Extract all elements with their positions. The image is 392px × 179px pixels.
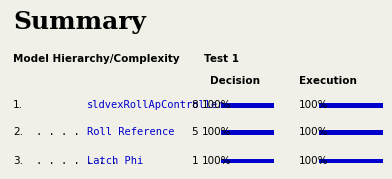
Text: 1: 1 [191,156,198,166]
Text: Model Hierarchy/Complexity: Model Hierarchy/Complexity [13,54,180,64]
Text: 100%: 100% [202,127,231,137]
Text: 8: 8 [191,100,198,110]
Text: Test 1: Test 1 [204,54,239,64]
Text: 100%: 100% [299,127,328,137]
Text: 100%: 100% [299,156,328,166]
Text: Roll Reference: Roll Reference [87,127,174,137]
Text: . . . . . . .: . . . . . . . [36,156,118,166]
Text: 100%: 100% [202,156,231,166]
Bar [319,103,383,108]
Bar [221,159,274,163]
Text: 2.: 2. [13,127,23,137]
Text: . . . .: . . . . [36,127,80,137]
Text: Decision: Decision [210,76,260,86]
Bar [319,159,383,163]
Text: 100%: 100% [299,100,328,110]
Bar [221,130,274,135]
Text: 1.: 1. [13,100,23,110]
Text: Latch Phi: Latch Phi [87,156,143,166]
Text: sldvexRollApController: sldvexRollApController [87,100,225,110]
Bar [319,130,383,135]
Text: 3.: 3. [13,156,23,166]
Text: 100%: 100% [202,100,231,110]
Bar [221,103,274,108]
Text: 5: 5 [191,127,198,137]
Text: Execution: Execution [299,76,357,86]
Text: Summary: Summary [13,10,146,34]
